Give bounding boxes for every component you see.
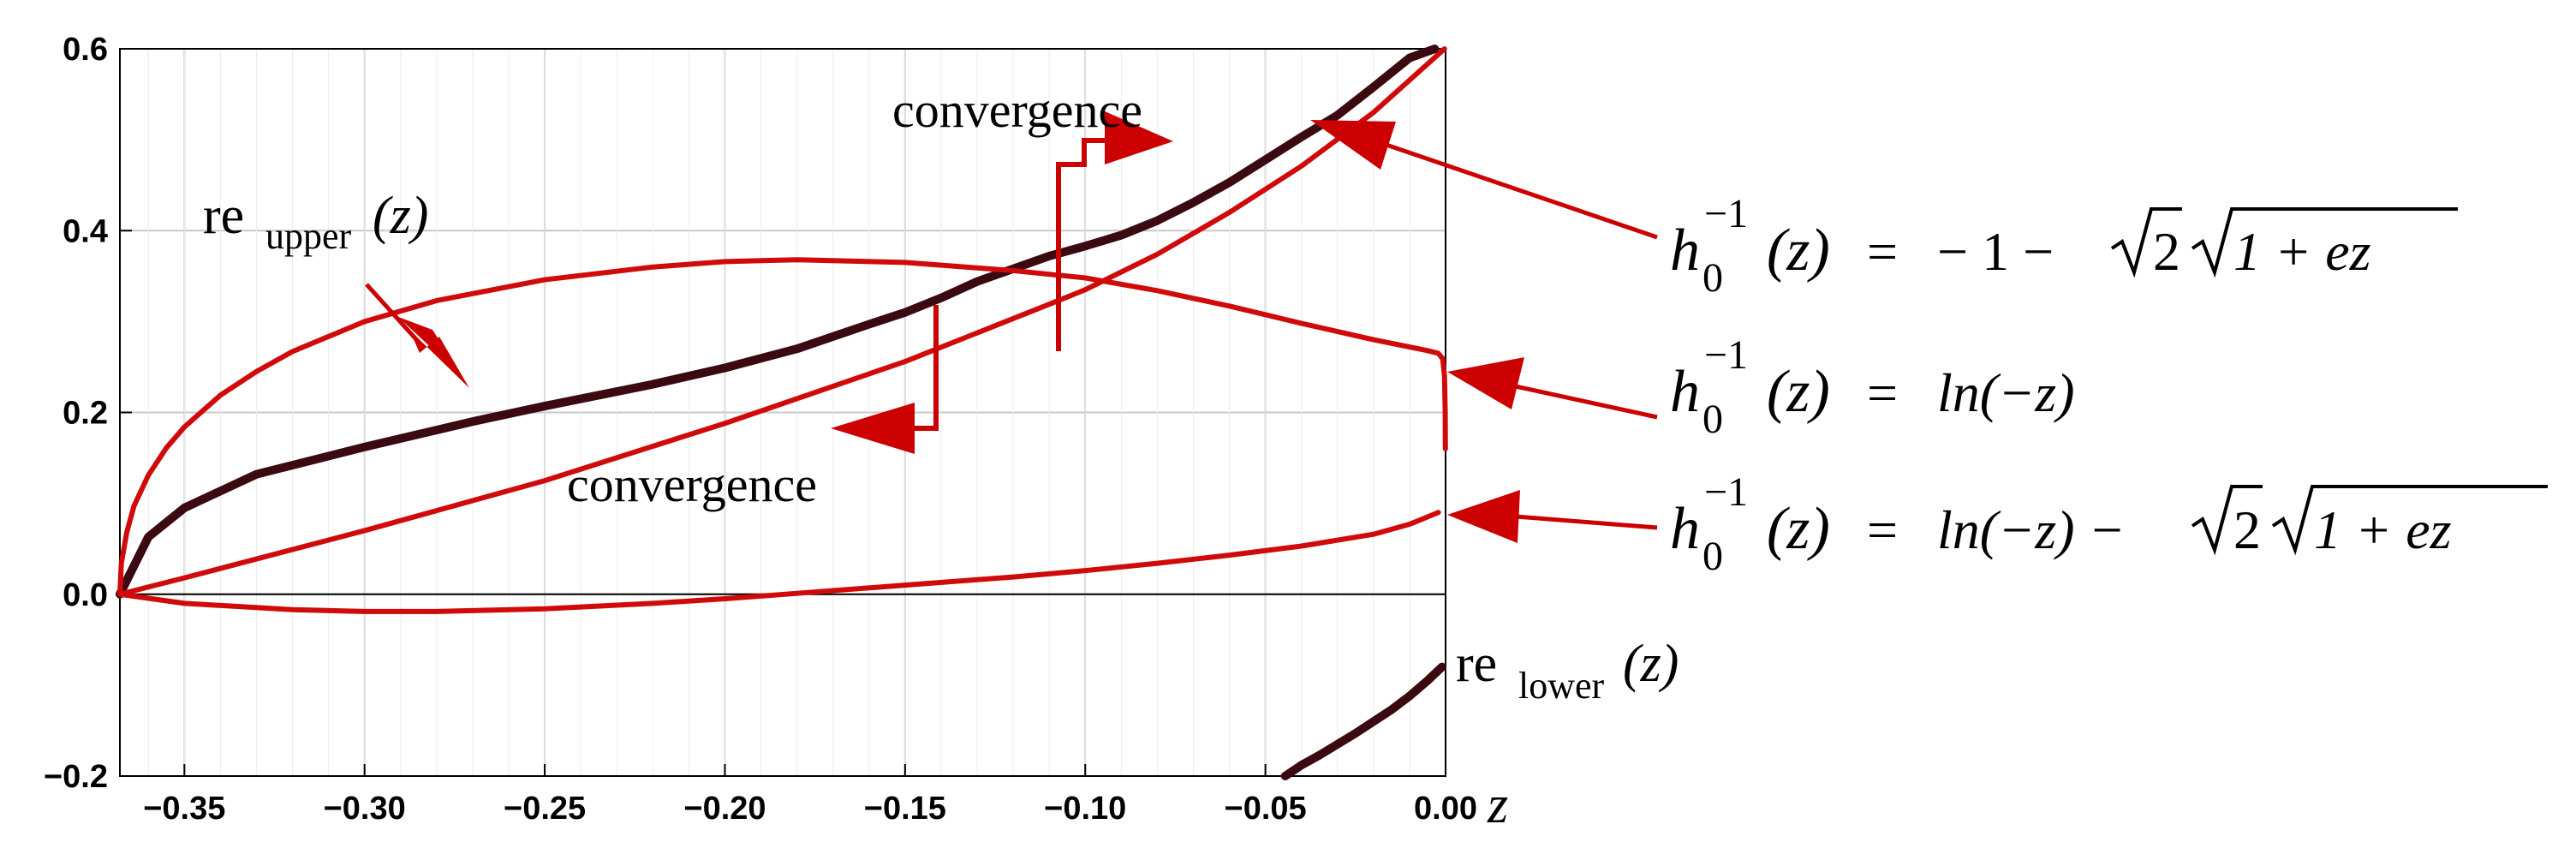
- equation-1: h 0 −1 (z) = − 1 − 2 1 + ez: [1670, 191, 2458, 301]
- x-tick-label: −0.25: [504, 791, 586, 827]
- equation-3: h 0 −1 (z) = ln(−z) − 2 1 + ez: [1670, 469, 2548, 579]
- y-tick-label: −0.2: [44, 759, 108, 795]
- eq1-rhs-sqrtarg: 1 + ez: [2233, 221, 2371, 282]
- x-tick-label: −0.35: [143, 791, 225, 827]
- re-lower-base: re: [1456, 635, 1497, 693]
- arrow-re-upper: [365, 283, 469, 388]
- convergence-marker-bottom: [831, 305, 939, 454]
- eq1-h: h: [1670, 218, 1700, 284]
- x-tick-label: −0.05: [1225, 791, 1307, 827]
- eq3-arg: (z): [1767, 496, 1830, 562]
- eq3-sub: 0: [1702, 534, 1723, 579]
- y-tick-label: 0.6: [63, 32, 108, 68]
- x-tick-label: −0.20: [683, 791, 766, 827]
- x-tick-labels: −0.35 −0.30 −0.25 −0.20 −0.15 −0.10 −0.05 0.00: [143, 791, 1477, 827]
- re-lower-sub: lower: [1518, 665, 1605, 707]
- eq3-rhs-sqrtarg: 1 + ez: [2314, 499, 2452, 560]
- re-upper-sub: upper: [265, 215, 352, 257]
- eq1-arg: (z): [1767, 218, 1830, 284]
- convergence-marker-top: [1056, 111, 1173, 351]
- convergence-label-top: convergence: [892, 82, 1142, 138]
- series-line-1: [1280, 662, 1446, 780]
- y-tick-label: 0.2: [63, 396, 108, 432]
- convergence-label-bottom: convergence: [567, 457, 817, 512]
- grid-lines: [120, 48, 1446, 777]
- eq2-equals: =: [1867, 362, 1898, 423]
- eq2-h: h: [1670, 359, 1700, 425]
- x-tick-label: −0.30: [324, 791, 406, 827]
- eq1-equals: =: [1867, 221, 1898, 282]
- y-tick-label: 0.4: [63, 213, 108, 249]
- eq3-h: h: [1670, 496, 1700, 562]
- re-upper-label: re upper (z): [203, 187, 428, 257]
- eq2-sup: −1: [1704, 332, 1748, 378]
- eq1-rhs-two: 2: [2153, 221, 2180, 282]
- eq2-rhs: ln(−z): [1937, 362, 2075, 423]
- y-tick-labels: 0.6 0.4 0.2 0.0 −0.2: [44, 32, 108, 795]
- x-tick-label: 0.00: [1414, 791, 1477, 827]
- eq3-rhs-pre: ln(−z) −: [1937, 499, 2126, 560]
- series-line-3: [117, 257, 1448, 597]
- arrow-eq3: [1447, 490, 1658, 543]
- y-tick-label: 0.0: [63, 577, 108, 613]
- eq3-sup: −1: [1704, 469, 1748, 515]
- x-tick-label: −0.10: [1044, 791, 1126, 827]
- equation-2: h 0 −1 (z) = ln(−z): [1670, 332, 2075, 442]
- arrow-eq1: [1310, 120, 1658, 240]
- series-line-2: [117, 46, 1447, 597]
- series-line-4: [117, 510, 1441, 614]
- x-tick-label: −0.15: [864, 791, 946, 827]
- re-upper-arg: (z): [373, 187, 428, 245]
- eq3-rhs-two: 2: [2233, 499, 2261, 560]
- eq3-equals: =: [1867, 499, 1898, 560]
- re-lower-arg: (z): [1623, 635, 1679, 693]
- eq1-rhs-pre: − 1 −: [1937, 221, 2054, 282]
- eq1-sub: 0: [1702, 255, 1723, 301]
- eq2-sub: 0: [1702, 397, 1723, 442]
- re-lower-label: re lower (z): [1456, 635, 1679, 707]
- eq1-sup: −1: [1704, 191, 1748, 236]
- eq2-arg: (z): [1767, 359, 1830, 425]
- re-upper-base: re: [203, 187, 244, 245]
- series-layer: [116, 45, 1448, 780]
- x-axis-label: z: [1487, 776, 1508, 834]
- arrow-eq2: [1447, 357, 1658, 420]
- series-line-0: [116, 45, 1440, 599]
